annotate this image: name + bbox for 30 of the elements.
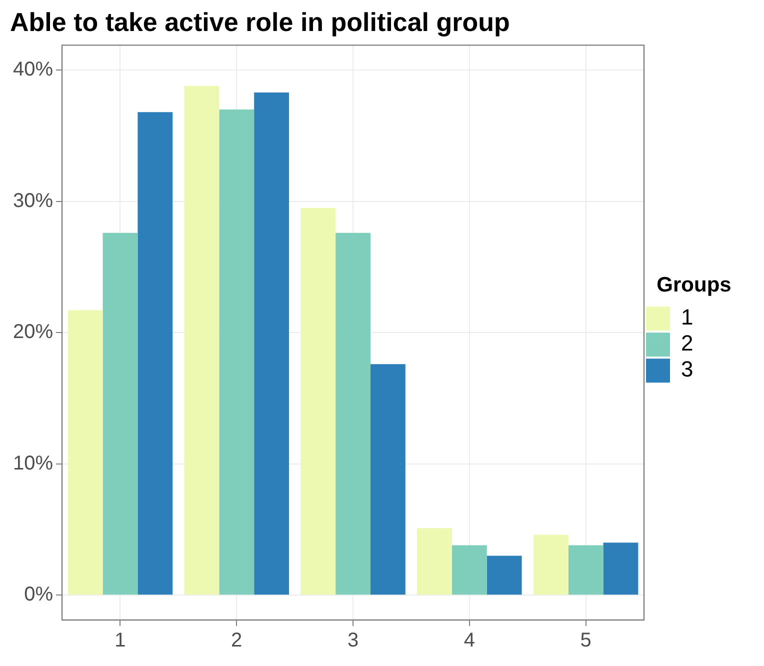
legend-title: Groups <box>656 274 732 297</box>
x-tick-label: 2 <box>231 630 242 652</box>
x-tick-label: 1 <box>114 630 126 652</box>
bar <box>68 310 103 595</box>
bar <box>102 232 138 595</box>
y-tick-label: 10% <box>13 452 54 474</box>
bar <box>603 542 638 595</box>
bar <box>370 364 406 595</box>
bar <box>336 232 370 595</box>
bar <box>254 92 289 595</box>
chart-title: Able to take active role in political group <box>10 6 510 37</box>
y-tick-label: 0% <box>24 584 54 606</box>
bar <box>300 208 336 595</box>
legend-label: 1 <box>681 304 694 330</box>
bar <box>568 545 604 595</box>
bar <box>417 528 452 595</box>
bar <box>452 545 487 595</box>
x-tick-label: 3 <box>347 630 359 652</box>
bar <box>486 556 522 595</box>
x-tick-label: 4 <box>464 630 475 652</box>
bar <box>533 534 568 595</box>
legend-label: 2 <box>681 330 694 356</box>
legend-label: 3 <box>681 356 694 382</box>
bar <box>138 112 173 595</box>
bar <box>219 110 254 595</box>
bar <box>184 86 220 595</box>
y-tick-label: 40% <box>13 58 54 81</box>
y-tick-label: 30% <box>13 190 54 212</box>
y-tick-label: 20% <box>13 321 54 344</box>
x-tick-label: 5 <box>580 630 592 652</box>
